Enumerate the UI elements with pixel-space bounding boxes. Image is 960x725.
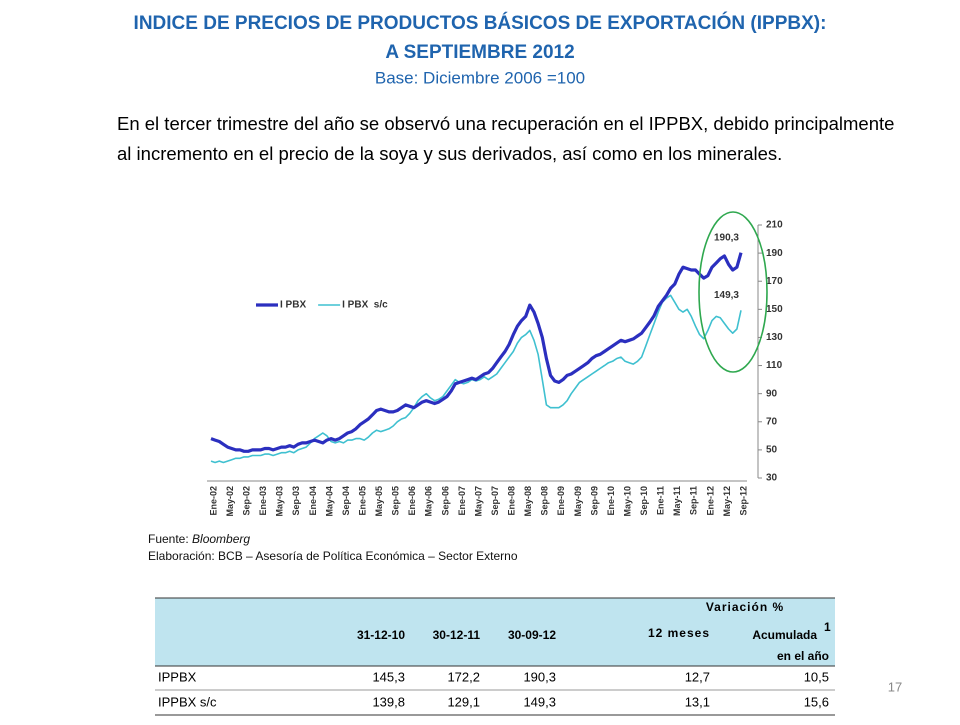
x-tick-label: Ene-05	[357, 486, 367, 516]
table-column-header: 30-12-11	[433, 628, 481, 642]
table-cell: 139,8	[372, 694, 405, 709]
elaboration: Elaboración: BCB – Asesoría de Política …	[148, 549, 518, 563]
subtitle: Base: Diciembre 2006 =100	[375, 68, 585, 87]
x-tick-label: Sep-05	[391, 486, 401, 516]
x-tick-label: May-09	[573, 486, 583, 517]
body-text: al incremento en el precio de la soya y …	[117, 143, 782, 164]
legend-label: I PBX	[280, 300, 306, 311]
title: A SEPTIEMBRE 2012	[385, 42, 574, 63]
x-tick-label: May-10	[622, 486, 632, 517]
annotation: 190,3	[714, 232, 739, 243]
y-tick-label: 90	[766, 388, 778, 399]
y-tick-label: 190	[766, 248, 783, 259]
source: Fuente: Bloomberg	[148, 532, 250, 546]
table-header-bg	[155, 598, 835, 666]
x-tick-label: Ene-04	[308, 486, 318, 516]
table: Variación % 31-12-10 30-12-11 30-09-12 1…	[155, 597, 835, 716]
table-column-header: 12 meses	[648, 626, 710, 640]
x-tick-label: May-07	[473, 486, 483, 517]
x-tick-label: Ene-02	[208, 486, 218, 516]
table-column-header: 30-09-12	[508, 628, 556, 642]
source-prefix: Fuente:	[148, 532, 192, 546]
y-tick-label: 30	[766, 473, 778, 484]
x-tick-label: Sep-07	[490, 486, 500, 516]
x-tick-label: Sep-09	[589, 486, 599, 516]
x-tick-label: May-11	[672, 486, 682, 516]
table-cell: 145,3	[372, 669, 405, 684]
x-tick-label: May-03	[275, 486, 285, 517]
y-tick-label: 130	[766, 332, 783, 343]
x-tick-label: Ene-03	[258, 486, 268, 516]
x-tick-label: May-04	[324, 486, 334, 517]
y-tick-label: 110	[766, 360, 783, 371]
x-tick-label: Sep-06	[440, 486, 450, 516]
highlight-ellipse	[698, 211, 768, 373]
x-tick-label: Ene-12	[705, 486, 715, 516]
title: INDICE DE PRECIOS DE PRODUCTOS BÁSICOS D…	[134, 12, 827, 34]
source-name: Bloomberg	[192, 532, 250, 546]
table-cell: IPPBX s/c	[158, 694, 217, 709]
table-cell: 12,7	[685, 669, 710, 684]
page-number: 17	[888, 679, 902, 694]
table-cell: 129,1	[447, 694, 480, 709]
table-cell: IPPBX	[158, 669, 197, 684]
x-tick-label: May-05	[374, 486, 384, 517]
x-tick-label: Sep-03	[291, 486, 301, 516]
x-tick-label: May-02	[225, 486, 235, 517]
annotation: 149,3	[714, 290, 739, 301]
y-tick-label: 150	[766, 304, 783, 315]
footnote-mark: 1	[824, 620, 831, 634]
x-tick-label: May-08	[523, 486, 533, 517]
table-column-header: 31-12-10	[357, 628, 405, 642]
x-tick-label: Ene-09	[556, 486, 566, 516]
table-cell: 172,2	[447, 669, 480, 684]
table-cell: 149,3	[523, 694, 556, 709]
table-column-header: en el año	[777, 649, 829, 663]
body-text: En el tercer trimestre del año se observ…	[117, 113, 894, 134]
y-tick-label: 50	[766, 445, 778, 456]
series-line	[210, 252, 743, 453]
table-group-header: Variación %	[706, 600, 784, 614]
table-body: IPPBX 145,3 172,2 190,3 12,7 10,5 IPPBX s/c 139…	[158, 669, 829, 709]
x-tick-label: Sep-10	[639, 486, 649, 516]
y-tick-label: 170	[766, 276, 783, 287]
x-tick-label: Sep-12	[738, 486, 748, 516]
x-tick-label: Ene-07	[457, 486, 467, 516]
y-tick-label: 70	[766, 416, 778, 427]
x-tick-label: Ene-08	[507, 486, 517, 516]
x-tick-label: Ene-10	[606, 486, 616, 516]
table-cell: 190,3	[523, 669, 556, 684]
table-column-header: Acumulada	[752, 628, 817, 642]
table-cell: 10,5	[804, 669, 829, 684]
chart: 30 50 70 90 110 130 150 170 190 210 Ene-02 May-02 Se…	[207, 220, 783, 517]
x-tick-label: May-12	[722, 486, 732, 517]
table-cell: 15,6	[804, 694, 829, 709]
x-tick-label: Ene-11	[656, 486, 666, 515]
legend-label: I PBX s/c	[342, 300, 388, 311]
x-tick-label: Sep-08	[540, 486, 550, 516]
x-tick-label: Sep-02	[242, 486, 252, 516]
x-tick-label: Sep-04	[341, 486, 351, 516]
x-tick-label: Sep-11	[689, 486, 699, 515]
x-tick-label: May-06	[424, 486, 434, 517]
y-tick-label: 210	[766, 220, 783, 231]
x-tick-label: Ene-06	[407, 486, 417, 516]
table-cell: 13,1	[685, 694, 710, 709]
